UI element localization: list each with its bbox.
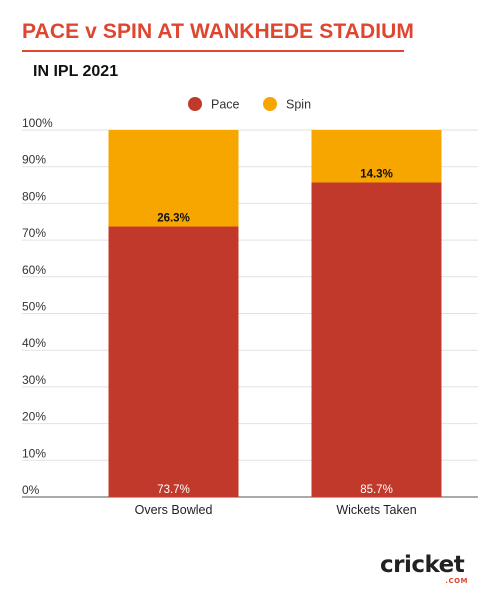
title-underline xyxy=(22,50,404,52)
cricket-com-logo: cricket .COM xyxy=(380,553,472,585)
bar-pace xyxy=(311,182,442,497)
y-tick-label: 30% xyxy=(22,373,46,387)
chart-subtitle: IN IPL 2021 xyxy=(33,63,119,80)
x-category-label: Wickets Taken xyxy=(336,503,416,517)
y-tick-label: 40% xyxy=(22,336,46,350)
x-category-label: Overs Bowled xyxy=(135,503,213,517)
y-tick-label: 0% xyxy=(22,483,40,497)
data-label: 14.3% xyxy=(360,168,393,180)
legend-marker-pace xyxy=(188,97,202,111)
legend-marker-spin xyxy=(263,97,277,111)
y-tick-label: 100% xyxy=(22,116,53,130)
y-tick-label: 80% xyxy=(22,189,46,203)
legend-label-spin: Spin xyxy=(286,98,311,112)
y-tick-label: 10% xyxy=(22,446,46,460)
legend-label-pace: Pace xyxy=(211,98,240,112)
y-tick-label: 20% xyxy=(22,410,46,424)
y-tick-label: 60% xyxy=(22,263,46,277)
y-tick-label: 70% xyxy=(22,226,46,240)
bar-spin xyxy=(311,130,442,183)
y-tick-label: 90% xyxy=(22,153,46,167)
bar-spin xyxy=(108,130,239,227)
y-tick-label: 50% xyxy=(22,300,46,314)
logo-suffix: .COM xyxy=(445,577,468,585)
data-label: 26.3% xyxy=(157,213,190,225)
logo-wordmark: cricket xyxy=(380,552,465,578)
data-label: 73.7% xyxy=(157,484,190,496)
chart-title: PACE v SPIN AT WANKHEDE STADIUM xyxy=(22,20,415,43)
bar-pace xyxy=(108,226,239,497)
data-label: 85.7% xyxy=(360,484,393,496)
